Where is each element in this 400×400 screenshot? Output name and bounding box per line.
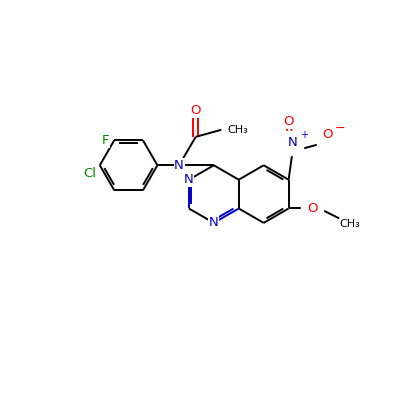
Text: N: N xyxy=(288,136,298,149)
Text: O: O xyxy=(190,104,201,117)
Text: +: + xyxy=(300,130,308,140)
Text: −: − xyxy=(335,122,345,135)
Text: N: N xyxy=(174,159,184,172)
Text: O: O xyxy=(322,128,333,142)
Text: CH₃: CH₃ xyxy=(339,219,360,229)
Text: N: N xyxy=(184,173,194,186)
Text: Cl: Cl xyxy=(83,167,96,180)
Text: O: O xyxy=(283,115,294,128)
Text: F: F xyxy=(102,134,110,147)
Text: O: O xyxy=(307,202,318,215)
Text: N: N xyxy=(209,216,219,229)
Text: CH₃: CH₃ xyxy=(227,125,248,135)
